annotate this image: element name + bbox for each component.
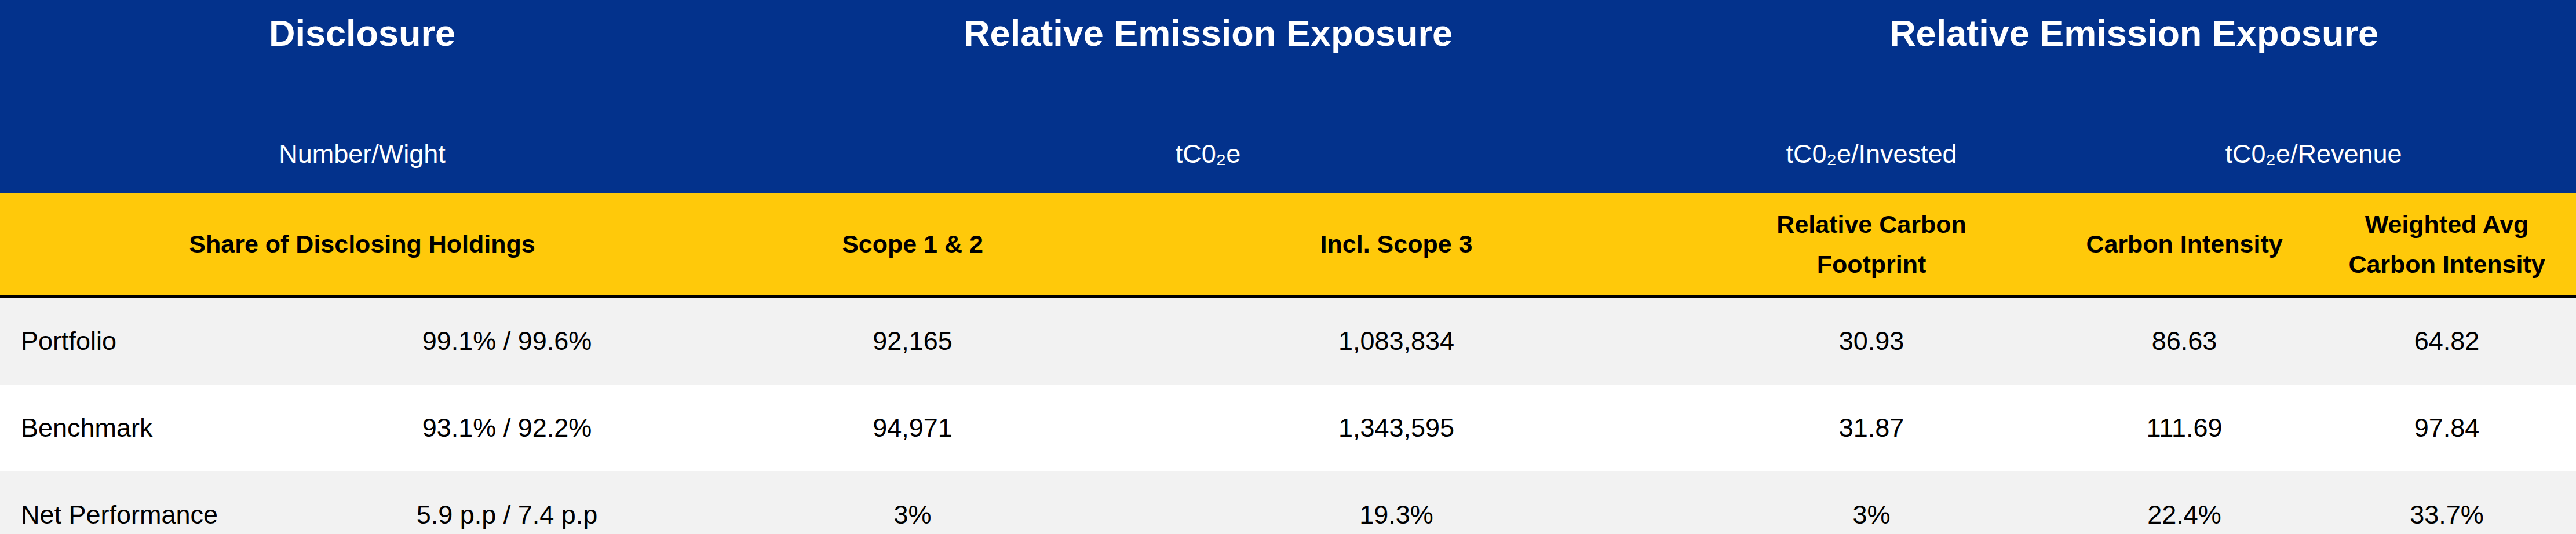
cell-portfolio-relative-carbon-footprint: 30.93 [1692,297,2051,385]
row-label-portfolio: Portfolio [0,297,290,385]
cell-net-performance-weighted-avg-carbon-intensity: 33.7% [2318,471,2576,534]
column-header-weighted-avg-carbon-intensity: Weighted Avg Carbon Intensity [2318,193,2576,297]
cell-portfolio-carbon-intensity: 86.63 [2051,297,2318,385]
table-row-portfolio: Portfolio 99.1% / 99.6% 92,165 1,083,834… [0,297,2576,385]
emissions-table-container: Disclosure Relative Emission Exposure Re… [0,0,2576,534]
cell-net-performance-incl-scope-3: 19.3% [1101,471,1692,534]
unit-row: Number/Wight tC0₂e tC0₂e/Invested tC0₂e/… [0,66,2576,193]
column-header-row: Share of Disclosing Holdings Scope 1 & 2… [0,193,2576,297]
cell-benchmark-share-of-disclosing-holdings: 93.1% / 92.2% [290,385,724,471]
cell-benchmark-carbon-intensity: 111.69 [2051,385,2318,471]
cell-portfolio-incl-scope-3: 1,083,834 [1101,297,1692,385]
cell-benchmark-weighted-avg-carbon-intensity: 97.84 [2318,385,2576,471]
group-title-disclosure: Disclosure [0,0,724,66]
row-label-benchmark: Benchmark [0,385,290,471]
column-header-relative-carbon-footprint: Relative Carbon Footprint [1692,193,2051,297]
table-row-net-performance: Net Performance 5.9 p.p / 7.4 p.p 3% 19.… [0,471,2576,534]
cell-benchmark-scope-1-2: 94,971 [724,385,1101,471]
cell-benchmark-incl-scope-3: 1,343,595 [1101,385,1692,471]
group-title-relative-emission-exposure-1: Relative Emission Exposure [724,0,1692,66]
cell-net-performance-relative-carbon-footprint: 3% [1692,471,2051,534]
column-header-scope-1-2: Scope 1 & 2 [724,193,1101,297]
cell-benchmark-relative-carbon-footprint: 31.87 [1692,385,2051,471]
row-label-net-performance: Net Performance [0,471,290,534]
cell-portfolio-share-of-disclosing-holdings: 99.1% / 99.6% [290,297,724,385]
unit-tco2e-invested: tC0₂e/Invested [1692,66,2051,193]
column-header-share-of-disclosing-holdings: Share of Disclosing Holdings [0,193,724,297]
cell-net-performance-share-of-disclosing-holdings: 5.9 p.p / 7.4 p.p [290,471,724,534]
cell-net-performance-carbon-intensity: 22.4% [2051,471,2318,534]
unit-tco2e-revenue: tC0₂e/Revenue [2051,66,2576,193]
column-header-incl-scope-3: Incl. Scope 3 [1101,193,1692,297]
unit-tco2e: tC0₂e [724,66,1692,193]
unit-number-wight: Number/Wight [0,66,724,193]
cell-net-performance-scope-1-2: 3% [724,471,1101,534]
emissions-table: Disclosure Relative Emission Exposure Re… [0,0,2576,534]
table-row-benchmark: Benchmark 93.1% / 92.2% 94,971 1,343,595… [0,385,2576,471]
group-title-row: Disclosure Relative Emission Exposure Re… [0,0,2576,66]
cell-portfolio-scope-1-2: 92,165 [724,297,1101,385]
group-title-relative-emission-exposure-2: Relative Emission Exposure [1692,0,2576,66]
column-header-carbon-intensity: Carbon Intensity [2051,193,2318,297]
cell-portfolio-weighted-avg-carbon-intensity: 64.82 [2318,297,2576,385]
